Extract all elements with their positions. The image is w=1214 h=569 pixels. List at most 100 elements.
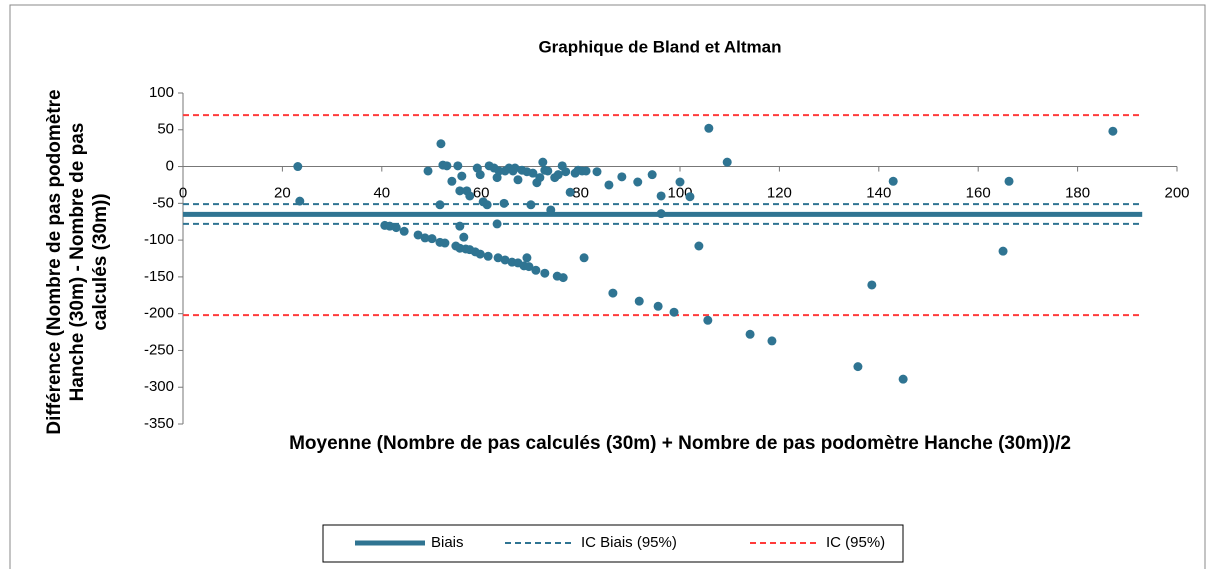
data-point bbox=[482, 200, 492, 210]
x-tick-label: 60 bbox=[473, 185, 490, 202]
data-point bbox=[998, 246, 1008, 256]
y-tick-label: -350 bbox=[144, 415, 174, 432]
data-point bbox=[522, 253, 532, 263]
data-point bbox=[581, 166, 591, 176]
legend-label: IC Biais (95%) bbox=[581, 534, 677, 551]
data-point bbox=[447, 176, 457, 186]
data-point bbox=[436, 139, 446, 149]
legend-label: IC (95%) bbox=[826, 534, 885, 551]
data-point bbox=[1108, 126, 1118, 136]
x-tick-label: 140 bbox=[866, 185, 891, 202]
y-tick-label: 0 bbox=[166, 158, 174, 175]
data-point bbox=[653, 301, 663, 311]
data-point bbox=[295, 196, 305, 206]
data-point bbox=[634, 296, 644, 306]
data-point bbox=[483, 251, 493, 261]
data-point bbox=[435, 200, 445, 210]
data-point bbox=[543, 166, 553, 176]
data-point bbox=[647, 170, 657, 180]
chart-frame bbox=[9, 4, 1206, 569]
data-point bbox=[579, 253, 589, 263]
data-point bbox=[510, 163, 520, 173]
data-point bbox=[604, 180, 614, 190]
data-point bbox=[694, 241, 704, 251]
data-point bbox=[853, 362, 863, 372]
data-point bbox=[553, 170, 563, 180]
data-point bbox=[399, 226, 409, 236]
data-point bbox=[293, 162, 303, 172]
legend-label: Biais bbox=[431, 534, 464, 551]
y-tick-label: -100 bbox=[144, 231, 174, 248]
y-axis-label: Différence (Nombre de pas podomètre Hanc… bbox=[44, 89, 111, 435]
x-tick-label: 80 bbox=[572, 185, 589, 202]
data-point bbox=[531, 265, 541, 275]
data-point bbox=[427, 234, 437, 244]
data-point bbox=[500, 255, 510, 265]
data-point bbox=[455, 186, 465, 196]
data-point bbox=[888, 176, 898, 186]
data-point bbox=[703, 315, 713, 325]
x-tick-label: 180 bbox=[1065, 185, 1090, 202]
data-point bbox=[656, 191, 666, 201]
data-point bbox=[455, 221, 465, 231]
data-point bbox=[526, 200, 536, 210]
y-tick-label: 50 bbox=[157, 121, 174, 138]
x-tick-label: 40 bbox=[373, 185, 390, 202]
data-point bbox=[513, 175, 523, 185]
data-point bbox=[440, 238, 450, 248]
data-point bbox=[442, 161, 452, 171]
data-point bbox=[867, 280, 877, 290]
y-tick-label: -150 bbox=[144, 268, 174, 285]
data-point bbox=[565, 187, 575, 197]
data-point bbox=[656, 209, 666, 219]
x-axis-label: Moyenne (Nombre de pas calculés (30m) + … bbox=[289, 433, 1071, 454]
data-point bbox=[704, 123, 714, 133]
chart-title: Graphique de Bland et Altman bbox=[538, 37, 781, 56]
data-point bbox=[453, 161, 463, 171]
y-tick-label: -300 bbox=[144, 378, 174, 395]
data-point bbox=[465, 191, 475, 201]
data-point bbox=[459, 232, 469, 242]
x-tick-label: 160 bbox=[966, 185, 991, 202]
data-point bbox=[558, 273, 568, 283]
data-point bbox=[492, 219, 502, 229]
data-point bbox=[493, 253, 503, 263]
data-point bbox=[420, 233, 430, 243]
data-point bbox=[535, 173, 545, 183]
data-point bbox=[617, 172, 627, 182]
data-point bbox=[413, 230, 423, 240]
data-point bbox=[475, 170, 485, 180]
data-point bbox=[524, 262, 534, 272]
data-point bbox=[499, 198, 509, 208]
x-tick-label: 200 bbox=[1164, 185, 1189, 202]
data-point bbox=[685, 192, 695, 202]
y-tick-label: -250 bbox=[144, 341, 174, 358]
y-tick-label: 100 bbox=[149, 84, 174, 101]
data-point bbox=[608, 288, 618, 298]
data-point bbox=[561, 167, 571, 177]
y-tick-label: -50 bbox=[152, 194, 174, 211]
data-point bbox=[546, 205, 556, 215]
x-tick-label: 20 bbox=[274, 185, 291, 202]
x-tick-label: 120 bbox=[767, 185, 792, 202]
data-point bbox=[538, 157, 548, 167]
data-point bbox=[592, 167, 602, 177]
data-point bbox=[423, 166, 433, 176]
x-tick-label: 0 bbox=[179, 185, 187, 202]
data-point bbox=[391, 223, 401, 233]
data-point bbox=[475, 249, 485, 259]
y-tick-label: -200 bbox=[144, 305, 174, 322]
data-point bbox=[745, 329, 755, 339]
data-point bbox=[669, 307, 679, 317]
data-point bbox=[675, 177, 685, 187]
data-point bbox=[898, 374, 908, 384]
data-point bbox=[540, 268, 550, 278]
data-point bbox=[767, 336, 777, 346]
data-point bbox=[1004, 176, 1014, 186]
data-point bbox=[633, 177, 643, 187]
data-point bbox=[722, 157, 732, 167]
data-point bbox=[528, 168, 538, 178]
data-point bbox=[457, 171, 467, 181]
